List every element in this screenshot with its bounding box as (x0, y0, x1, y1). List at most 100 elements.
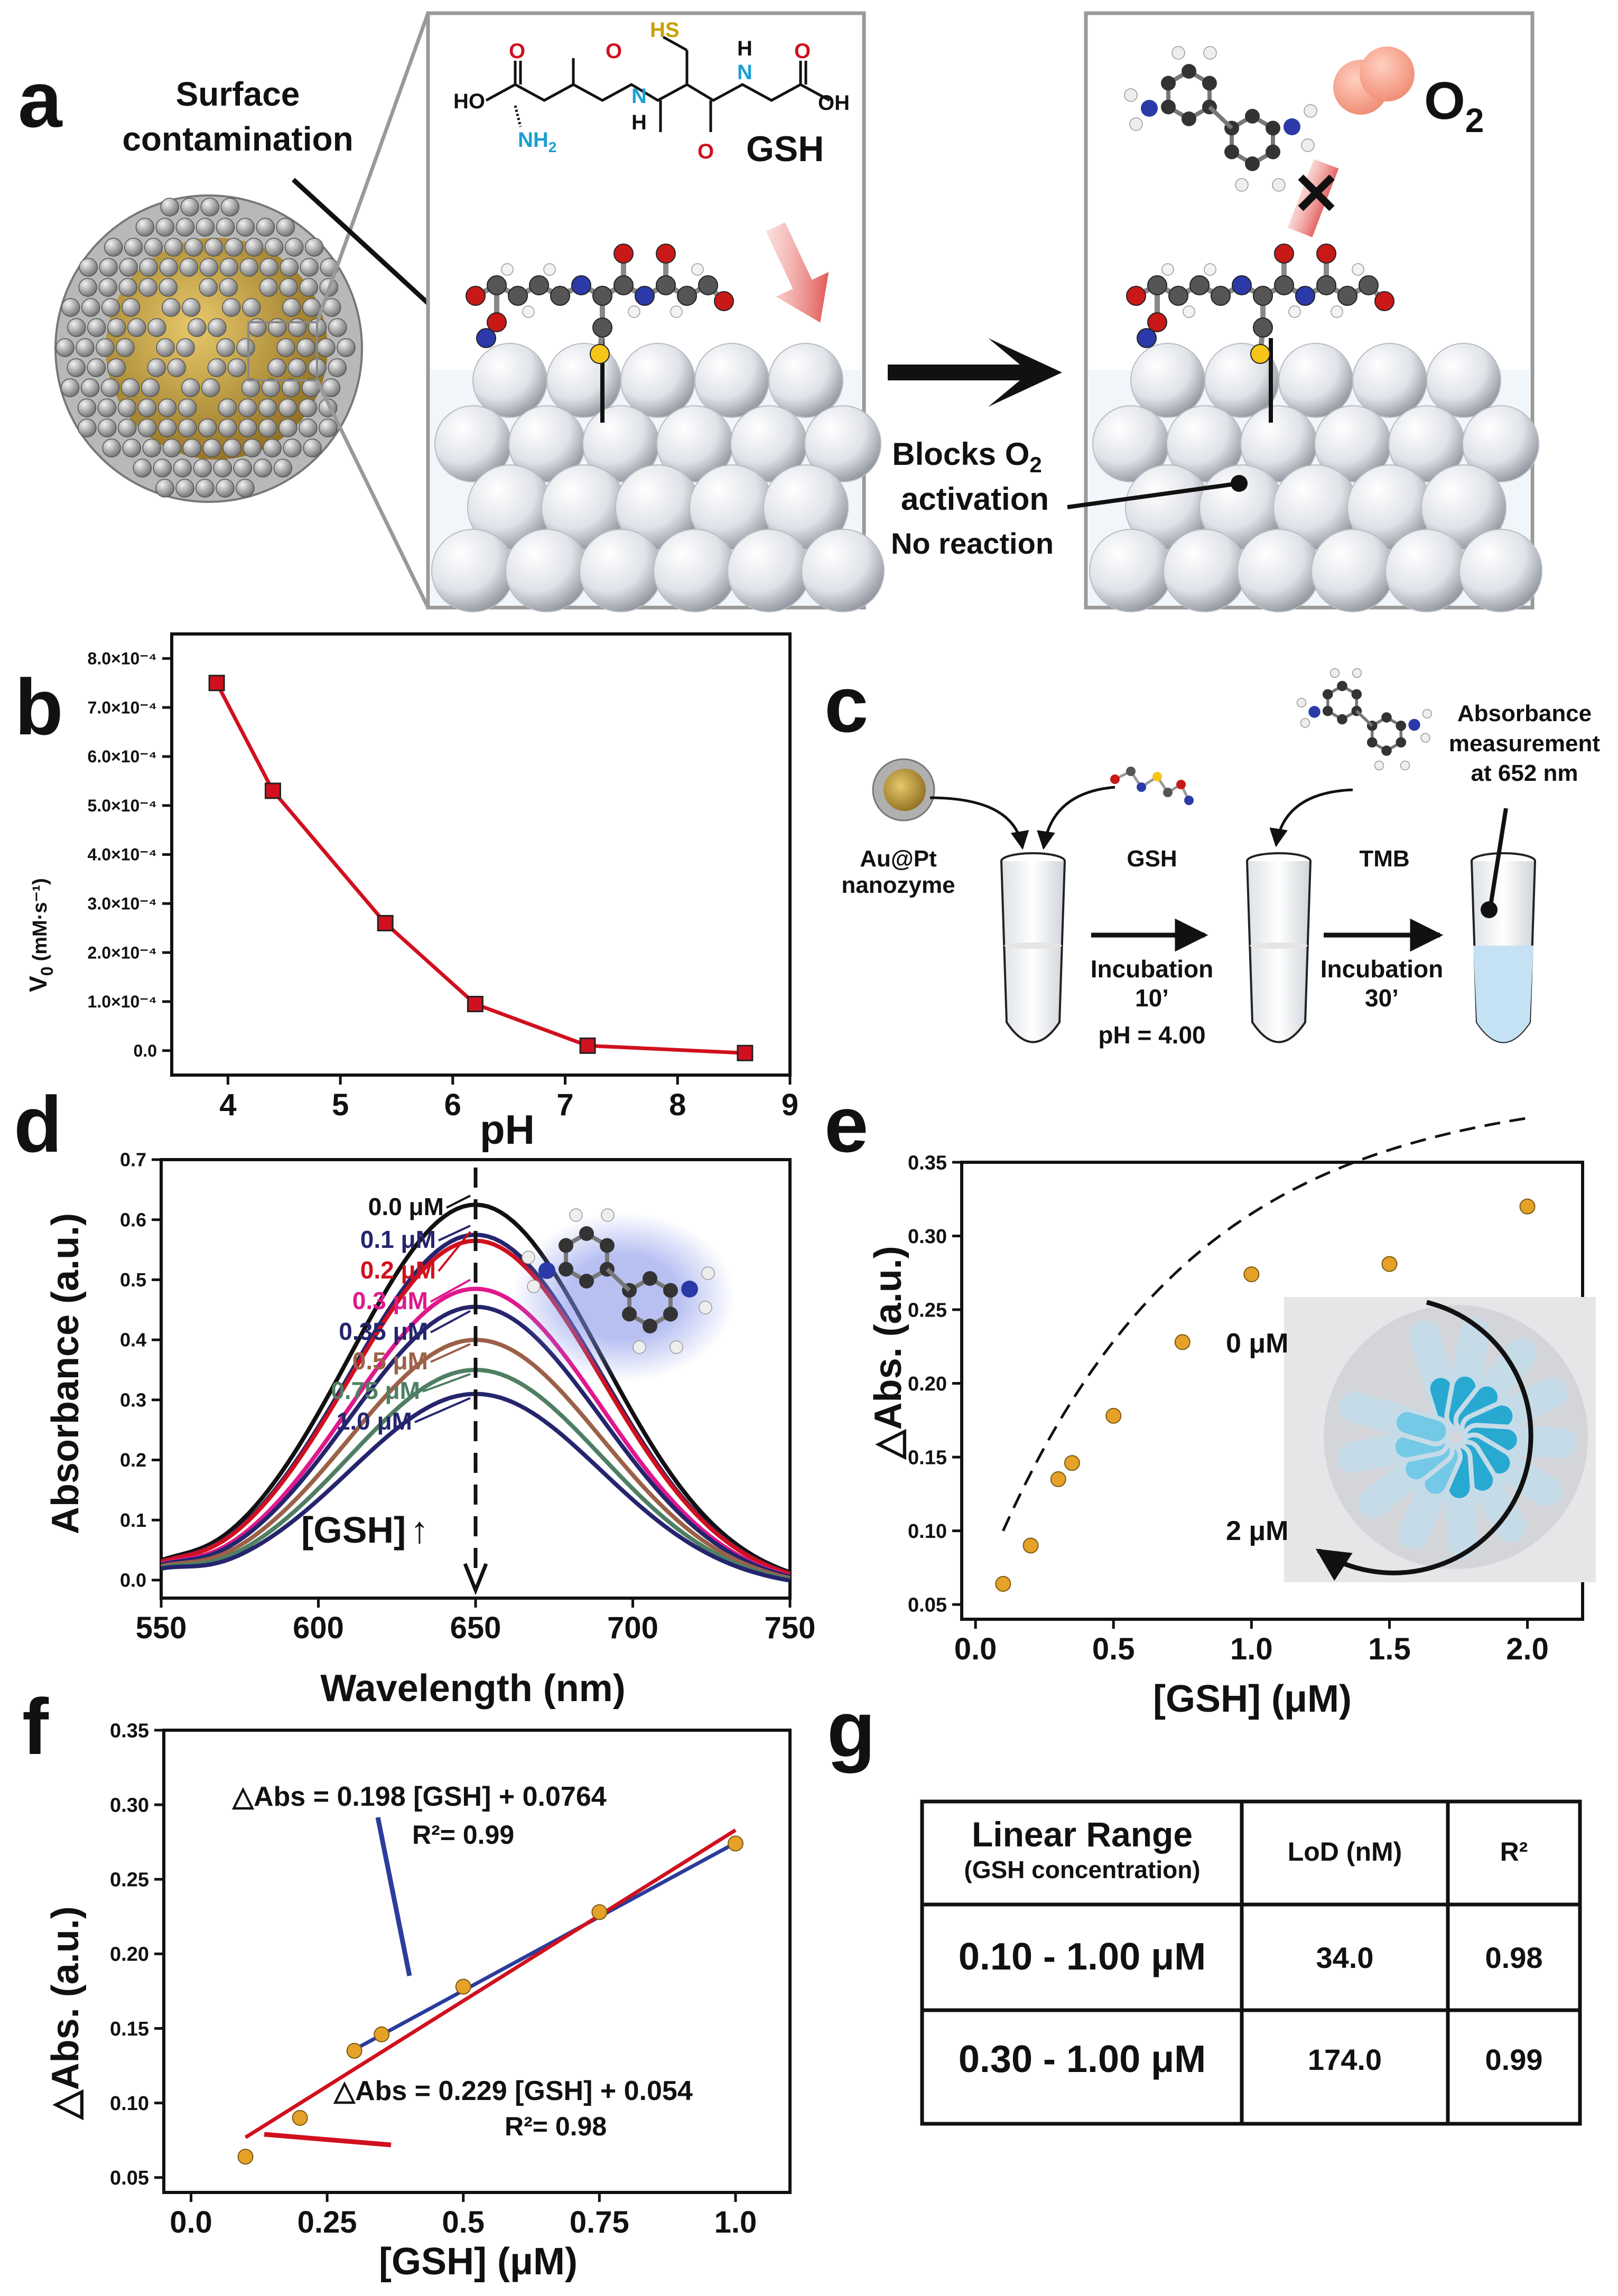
hydrogen-atom (1329, 668, 1340, 678)
nitrogen-atom (1408, 718, 1420, 731)
atom (592, 286, 612, 306)
pt-shell-atom (67, 358, 86, 377)
atom-n-2: N (737, 61, 752, 84)
pt-shell-atom (278, 418, 297, 437)
row1-lod: 34.0 (1316, 1941, 1374, 1974)
atom-o-4: O (794, 40, 811, 63)
y-tick-label: 0.4 (120, 1329, 146, 1351)
pt-shell-atom (281, 378, 301, 397)
carbon-atom (559, 1262, 574, 1277)
carbon-atom (579, 1226, 594, 1241)
pt-shell-atom (76, 338, 95, 357)
atom (613, 244, 634, 264)
pt-surface-atom (801, 529, 885, 612)
pt-shell-atom (218, 398, 237, 417)
pt-shell-atom (241, 298, 261, 317)
pt-shell-atom (218, 418, 237, 437)
pt-shell-atom (303, 438, 322, 458)
pt-shell-atom (181, 378, 200, 397)
nanozyme-particle-icon (872, 758, 935, 822)
f-eq2: △Abs = 0.229 [GSH] + 0.054 (333, 2076, 693, 2106)
pt-surface-atom (546, 343, 621, 418)
pt-shell-atom (199, 258, 219, 277)
x-tick-label: 1.5 (1368, 1632, 1411, 1666)
atom (677, 286, 697, 306)
pt-surface-atom (579, 529, 663, 612)
chart-e: 0.0 0.5 1.0 1.5 2.0 0.05 0.10 0.15 0.20 0.25 0.30 0… (908, 1116, 1584, 1666)
x-tick-label: 6 (444, 1088, 461, 1122)
x-tick-label: 0.25 (297, 2205, 357, 2239)
x-tick-label: 0.5 (1092, 1632, 1135, 1666)
pt-shell-atom (216, 338, 235, 357)
tmb-molecule-top (1124, 46, 1317, 192)
carbon-atom (643, 1319, 657, 1333)
pt-shell-atom (200, 198, 219, 217)
hydrogen-atom (633, 1340, 646, 1354)
pt-shell-atom (244, 238, 264, 257)
hydrogen-atom (601, 1208, 615, 1222)
pt-shell-atom (204, 238, 224, 257)
y-tick-label: 5.0×10⁻⁴ (88, 796, 157, 815)
pt-shell-atom (241, 378, 261, 397)
y-tick-label: 0.25 (908, 1299, 947, 1321)
pt-shell-atom (138, 278, 157, 297)
hydrogen-atom (501, 263, 514, 276)
pt-shell-atom (282, 298, 301, 317)
pt-shell-atom (236, 338, 255, 357)
pt-shell-atom (147, 358, 166, 377)
hydrogen-atom (543, 263, 556, 276)
abs-line3: at 652 nm (1471, 760, 1578, 786)
pt-shell-atom (119, 258, 138, 277)
hydrogen-atom (1301, 138, 1315, 152)
carbon-atom (643, 1271, 657, 1286)
d-label-leader (446, 1194, 471, 1209)
y-tick-label: 0.30 (908, 1226, 947, 1248)
x-tick-label: 5 (332, 1088, 349, 1122)
bridge-bond (606, 1267, 631, 1292)
row2-r2: 0.99 (1485, 2043, 1543, 2076)
pt-shell-atom (156, 338, 175, 357)
y-tick-label: 0.15 (908, 1446, 947, 1469)
transition-arrow (888, 338, 1062, 407)
pt-shell-atom (124, 238, 143, 257)
d-label-leader (438, 1225, 471, 1242)
y-tick-label: 0.05 (110, 2167, 149, 2189)
pt-surface-atom (1421, 464, 1507, 550)
pt-shell-atom (222, 438, 241, 458)
d-series-label: 0.2 μM (360, 1256, 436, 1284)
pt-shell-atom (328, 318, 347, 337)
pt-shell-atom (77, 398, 97, 417)
pt-shell-atom (133, 459, 152, 478)
carbon-atom (1265, 144, 1280, 160)
x-tick-label: 8 (669, 1088, 686, 1122)
header-range-line2: (GSH concentration) (964, 1856, 1200, 1883)
carbon-atom (1381, 745, 1392, 756)
nitrogen-atom (1141, 100, 1158, 117)
tube-order-arrow (1315, 1300, 1533, 1581)
d-series-label: 1.0 μM (337, 1407, 412, 1435)
pt-shell-atom (196, 218, 215, 237)
plot-frame (162, 1729, 792, 2194)
pt-shell-atom (236, 218, 255, 237)
y-tick-label: 0.10 (110, 2093, 149, 2115)
carbon-atom (1202, 76, 1217, 91)
pt-shell-atom (162, 438, 181, 458)
panel-letter-b: b (15, 662, 63, 751)
nitrogen-atom (681, 1281, 698, 1298)
pt-shell-atom (161, 298, 181, 317)
pt-shell-atom (176, 338, 195, 357)
surface-label-line2: contamination (122, 120, 353, 158)
hydrogen-atom (1171, 46, 1185, 60)
pt-shell-atom (164, 238, 183, 257)
pt-shell-atom (267, 358, 286, 377)
gsh-ball-stick-right (1126, 244, 1394, 364)
row2-range: 0.30 - 1.00 μM (959, 2038, 1206, 2080)
atom (656, 275, 676, 295)
atom (1295, 286, 1315, 306)
carbon-atom (579, 1274, 594, 1289)
atom (1126, 767, 1136, 776)
chart-b: 4 5 6 7 8 9 0.0 1.0×10⁻⁴ 2.0×10⁻⁴ 3.0×10⁻⁴ 4.0×10⁻… (88, 632, 798, 1122)
b-series-line (215, 682, 746, 1055)
pt-shell-atom (258, 398, 277, 417)
summary-table: Linear Range (GSH concentration) LoD (nM… (920, 1799, 1582, 2126)
